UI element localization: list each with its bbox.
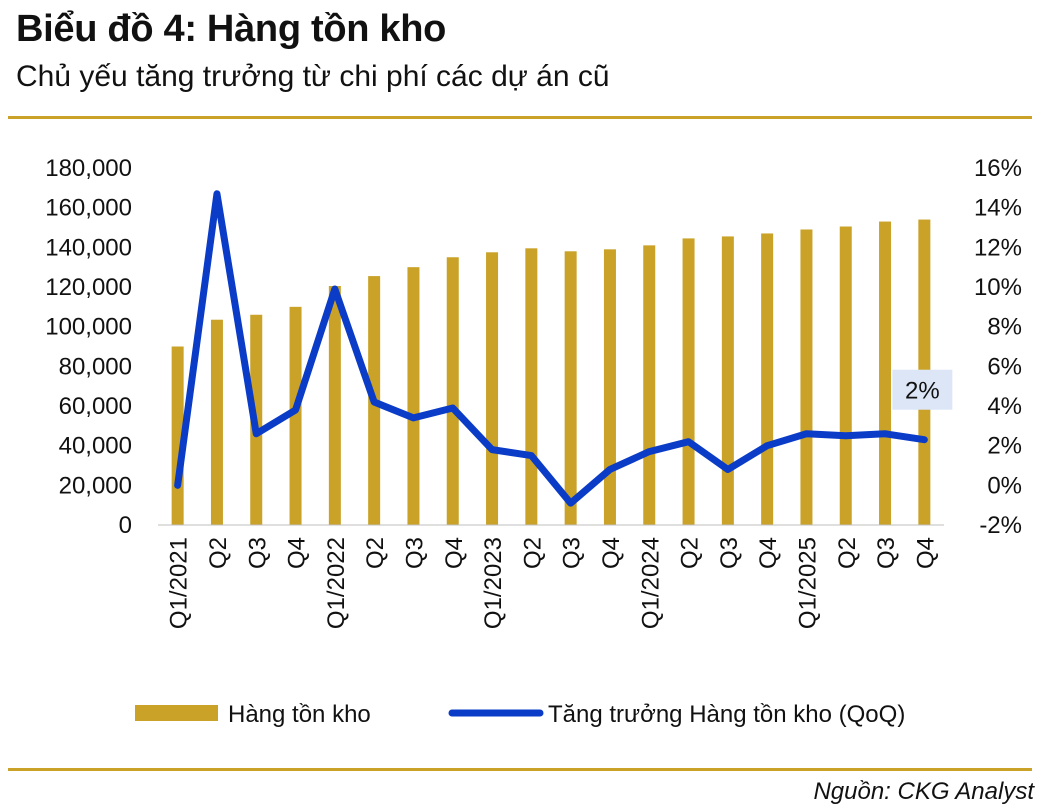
- x-tick-label: Q4: [912, 537, 939, 569]
- y-right-tick-label: 8%: [987, 314, 1022, 341]
- y-left-tick-label: 20,000: [59, 472, 132, 499]
- y-right-tick-label: -2%: [979, 512, 1022, 539]
- y-right-tick-label: 0%: [987, 472, 1022, 499]
- bar: [564, 251, 577, 526]
- bar: [761, 233, 774, 525]
- y-left-tick-label: 0: [119, 512, 132, 539]
- legend-bar-swatch: [135, 705, 218, 721]
- x-tick-label: Q3: [716, 537, 743, 569]
- bar: [407, 267, 420, 525]
- x-tick-label: Q4: [441, 537, 468, 569]
- bar: [879, 221, 892, 526]
- x-tick-label: Q2: [677, 537, 704, 569]
- annotation: 2%: [892, 369, 953, 410]
- x-tick-label: Q4: [755, 537, 782, 569]
- y-left-tick-label: 120,000: [45, 274, 132, 301]
- y-left-tick-label: 160,000: [45, 195, 132, 222]
- line-series: [174, 190, 928, 507]
- bar: [682, 238, 695, 526]
- x-tick-label: Q3: [559, 537, 586, 569]
- x-tick-label: Q3: [873, 537, 900, 569]
- y-axis-right: -2% 0% 2% 4% 6% 8% 10% 12% 14% 16%: [974, 155, 1022, 539]
- bar: [603, 249, 616, 526]
- y-axis-left: 0 20,000 40,000 60,000 80,000 100,000 120,000 1…: [45, 155, 132, 539]
- y-right-tick-label: 4%: [987, 393, 1022, 420]
- y-right-tick-label: 14%: [974, 195, 1022, 222]
- bar: [839, 226, 852, 525]
- legend: Hàng tồn kho Tăng trưởng Hàng tồn kho (Qo…: [135, 701, 905, 728]
- annotation-box: [892, 369, 953, 410]
- y-left-tick-label: 180,000: [45, 155, 132, 182]
- top-divider: [8, 116, 1032, 119]
- x-tick-label: Q2: [205, 537, 232, 569]
- y-left-tick-label: 80,000: [59, 353, 132, 380]
- x-tick-label: Q1/2025: [794, 537, 821, 629]
- bar: [289, 306, 302, 525]
- x-tick-label: Q2: [362, 537, 389, 569]
- legend-label: Hàng tồn kho: [228, 701, 371, 728]
- y-left-tick-label: 140,000: [45, 234, 132, 261]
- chart-subtitle: Chủ yếu tăng trưởng từ chi phí các dự án…: [16, 60, 610, 93]
- x-tick-label: Q4: [598, 537, 625, 569]
- bar: [525, 248, 538, 525]
- chart-area: 0 20,000 40,000 60,000 80,000 100,000 120,000 1…: [45, 155, 1022, 728]
- x-tick-label: Q1/2024: [637, 537, 664, 629]
- chart-title: Biểu đồ 4: Hàng tồn kho: [16, 8, 447, 50]
- bar: [643, 245, 656, 525]
- x-tick-label: Q3: [401, 537, 428, 569]
- y-left-tick-label: 100,000: [45, 314, 132, 341]
- bar: [721, 236, 734, 526]
- y-right-tick-label: 12%: [974, 234, 1022, 261]
- growth-line: [174, 190, 928, 507]
- x-tick-label: Q1/2023: [480, 537, 507, 629]
- y-right-tick-label: 6%: [987, 353, 1022, 380]
- bar: [328, 286, 341, 525]
- x-tick-label: Q2: [834, 537, 861, 569]
- x-tick-label: Q1/2022: [323, 537, 350, 629]
- source-note: Nguồn: CKG Analyst: [813, 778, 1034, 805]
- bottom-divider: [8, 768, 1032, 771]
- x-tick-label: Q1/2021: [166, 537, 193, 629]
- annotation-label: 2%: [905, 378, 940, 405]
- legend-label: Tăng trưởng Hàng tồn kho (QoQ): [548, 701, 905, 728]
- y-right-tick-label: 2%: [987, 433, 1022, 460]
- bar: [446, 257, 459, 525]
- x-tick-label: Q2: [519, 537, 546, 569]
- y-right-tick-label: 10%: [974, 274, 1022, 301]
- bar: [800, 229, 813, 525]
- y-right-tick-label: 16%: [974, 155, 1022, 182]
- x-tick-label: Q3: [244, 537, 271, 569]
- y-left-tick-label: 60,000: [59, 393, 132, 420]
- bar: [210, 319, 223, 525]
- y-left-tick-label: 40,000: [59, 433, 132, 460]
- bar: [486, 252, 499, 525]
- x-axis: Q1/2021 Q2 Q3 Q4 Q1/2022 Q2 Q3 Q4 Q1/2023 Q2 Q3 Q4 Q…: [158, 524, 944, 629]
- x-tick-label: Q4: [284, 537, 311, 569]
